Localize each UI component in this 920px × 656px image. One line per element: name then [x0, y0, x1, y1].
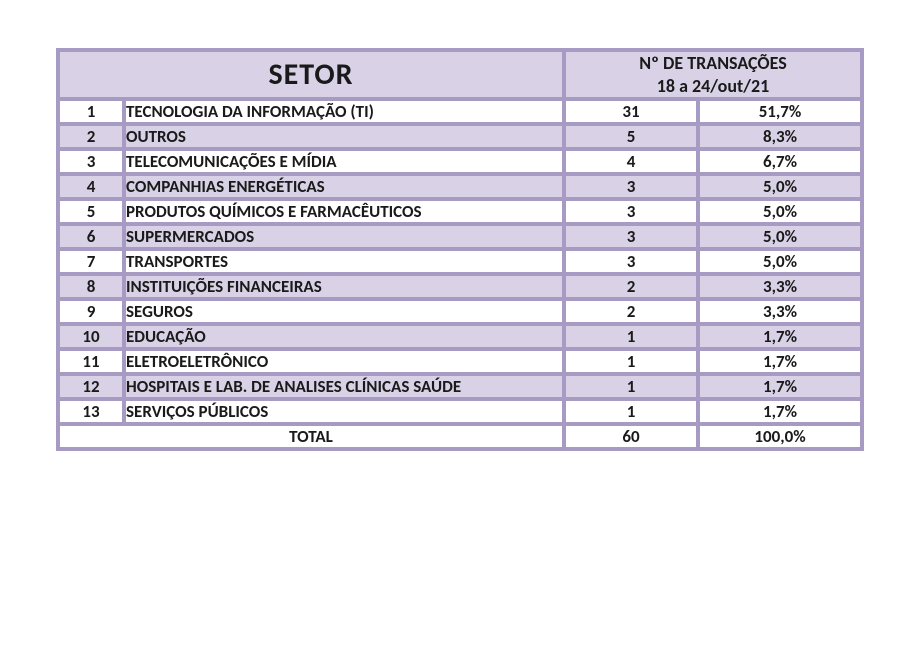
row-percent: 1,7%	[700, 326, 860, 347]
row-percent: 5,0%	[700, 226, 860, 247]
row-count: 31	[566, 101, 696, 122]
row-percent: 5,0%	[700, 251, 860, 272]
row-count: 1	[566, 351, 696, 372]
table-row: 2OUTROS58,3%	[60, 126, 860, 147]
table-row: 1TECNOLOGIA DA INFORMAÇÃO (TI)3151,7%	[60, 101, 860, 122]
row-count: 2	[566, 301, 696, 322]
header-trans-line2: 18 a 24/out/21	[657, 75, 769, 97]
total-pct: 100,0%	[754, 426, 805, 447]
total-label-cell: TOTAL	[60, 426, 562, 447]
row-sector: SERVIÇOS PÚBLICOS	[126, 401, 562, 422]
row-sector: PRODUTOS QUÍMICOS E FARMACÊUTICOS	[126, 201, 562, 222]
header-row: SETOR Nº DE TRANSAÇÕES 18 a 24/out/21	[60, 52, 860, 97]
row-sector: COMPANHIAS ENERGÉTICAS	[126, 176, 562, 197]
row-index: 6	[60, 226, 122, 247]
row-sector: SUPERMERCADOS	[126, 226, 562, 247]
table-row: 10EDUCAÇÃO11,7%	[60, 326, 860, 347]
table-row: 5PRODUTOS QUÍMICOS E FARMACÊUTICOS35,0%	[60, 201, 860, 222]
row-percent: 5,0%	[700, 201, 860, 222]
row-sector: TELECOMUNICAÇÕES E MÍDIA	[126, 151, 562, 172]
row-index: 1	[60, 101, 122, 122]
total-count-cell: 60	[566, 426, 696, 447]
row-percent: 8,3%	[700, 126, 860, 147]
row-percent: 3,3%	[700, 276, 860, 297]
header-setor-text: SETOR	[268, 56, 353, 93]
row-count: 2	[566, 276, 696, 297]
table-row: 8INSTITUIÇÕES FINANCEIRAS23,3%	[60, 276, 860, 297]
row-sector: TECNOLOGIA DA INFORMAÇÃO (TI)	[126, 101, 562, 122]
row-percent: 1,7%	[700, 401, 860, 422]
header-setor: SETOR	[60, 52, 562, 97]
row-index: 12	[60, 376, 122, 397]
table-row: 12HOSPITAIS E LAB. DE ANALISES CLÍNICAS …	[60, 376, 860, 397]
row-count: 1	[566, 376, 696, 397]
row-percent: 6,7%	[700, 151, 860, 172]
row-sector: HOSPITAIS E LAB. DE ANALISES CLÍNICAS SA…	[126, 376, 562, 397]
transactions-table: SETOR Nº DE TRANSAÇÕES 18 a 24/out/21 1T…	[56, 48, 864, 451]
row-sector: EDUCAÇÃO	[126, 326, 562, 347]
row-count: 1	[566, 326, 696, 347]
row-index: 11	[60, 351, 122, 372]
table-row: 3TELECOMUNICAÇÕES E MÍDIA46,7%	[60, 151, 860, 172]
row-index: 5	[60, 201, 122, 222]
row-index: 3	[60, 151, 122, 172]
table-row: 4COMPANHIAS ENERGÉTICAS35,0%	[60, 176, 860, 197]
row-sector: INSTITUIÇÕES FINANCEIRAS	[126, 276, 562, 297]
row-sector: ELETROELETRÔNICO	[126, 351, 562, 372]
total-pct-cell: 100,0%	[700, 426, 860, 447]
table-row: 9SEGUROS23,3%	[60, 301, 860, 322]
table-row: 13SERVIÇOS PÚBLICOS11,7%	[60, 401, 860, 422]
row-index: 9	[60, 301, 122, 322]
row-count: 4	[566, 151, 696, 172]
header-trans-line1: Nº DE TRANSAÇÕES	[639, 52, 786, 74]
row-percent: 1,7%	[700, 351, 860, 372]
row-count: 3	[566, 201, 696, 222]
row-count: 3	[566, 226, 696, 247]
total-label: TOTAL	[289, 426, 333, 447]
table-row: 6SUPERMERCADOS35,0%	[60, 226, 860, 247]
row-index: 13	[60, 401, 122, 422]
row-sector: SEGUROS	[126, 301, 562, 322]
table-row: 7TRANSPORTES35,0%	[60, 251, 860, 272]
row-index: 7	[60, 251, 122, 272]
row-index: 4	[60, 176, 122, 197]
header-transactions: Nº DE TRANSAÇÕES 18 a 24/out/21	[566, 52, 860, 97]
row-percent: 5,0%	[700, 176, 860, 197]
row-index: 8	[60, 276, 122, 297]
row-index: 2	[60, 126, 122, 147]
row-count: 3	[566, 176, 696, 197]
row-count: 3	[566, 251, 696, 272]
row-percent: 1,7%	[700, 376, 860, 397]
row-index: 10	[60, 326, 122, 347]
row-count: 1	[566, 401, 696, 422]
total-row: TOTAL 60 100,0%	[60, 426, 860, 447]
row-sector: TRANSPORTES	[126, 251, 562, 272]
row-sector: OUTROS	[126, 126, 562, 147]
row-count: 5	[566, 126, 696, 147]
row-percent: 51,7%	[700, 101, 860, 122]
row-percent: 3,3%	[700, 301, 860, 322]
total-count: 60	[622, 426, 639, 447]
table-row: 11ELETROELETRÔNICO11,7%	[60, 351, 860, 372]
